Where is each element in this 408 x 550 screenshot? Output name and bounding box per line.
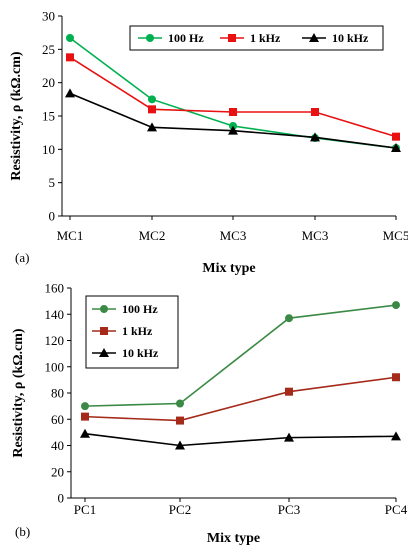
legend-label: 100 Hz (122, 302, 158, 316)
series-line-2 (84, 432, 397, 447)
data-point (66, 53, 74, 62)
x-tick-label: MC1 (57, 228, 84, 243)
x-tick-label: MC3 (302, 228, 329, 243)
legend-marker (99, 348, 109, 357)
data-point (66, 34, 74, 42)
y-tick-label: 100 (45, 359, 65, 374)
data-point (284, 432, 294, 442)
y-tick-label: 60 (51, 412, 64, 427)
legend-label: 10 kHz (332, 31, 369, 45)
data-point (285, 387, 293, 396)
y-tick-label: 5 (49, 175, 56, 190)
data-point (311, 108, 319, 116)
x-axis-title: Mix type (202, 261, 255, 276)
panel-label: (b) (15, 524, 30, 539)
y-tick-label: 25 (42, 42, 55, 57)
data-point (176, 416, 184, 425)
x-tick-label: MC5 (383, 228, 408, 243)
data-point (310, 132, 320, 142)
legend-marker (228, 34, 236, 42)
series-line-0 (84, 304, 397, 407)
data-point (392, 373, 400, 382)
data-point (80, 428, 90, 438)
y-tick-label: 80 (51, 386, 64, 401)
legend-marker (100, 327, 108, 335)
data-point (148, 105, 156, 114)
data-point (81, 412, 89, 421)
legend-marker (309, 33, 319, 42)
y-tick-label: 120 (45, 333, 65, 348)
y-tick-label: 40 (51, 438, 64, 453)
data-point (392, 132, 400, 141)
data-point (147, 122, 157, 132)
y-tick-label: 140 (45, 307, 65, 322)
y-tick-label: 0 (58, 491, 65, 506)
y-tick-label: 0 (49, 209, 56, 224)
y-tick-label: 15 (42, 109, 55, 124)
legend-label: 100 Hz (168, 31, 204, 45)
legend-label: 1 kHz (122, 324, 153, 338)
x-axis-title: Mix type (207, 531, 260, 546)
y-axis-title: Resistivity, ρ (kΩ.cm) (9, 51, 24, 180)
data-point (392, 301, 400, 310)
legend-label: 1 kHz (250, 31, 281, 45)
data-point (176, 399, 184, 408)
data-point (175, 440, 185, 450)
data-point (148, 95, 156, 104)
y-tick-label: 30 (42, 9, 55, 24)
y-tick-label: 20 (42, 75, 55, 90)
data-point (229, 108, 237, 116)
data-point (81, 402, 89, 411)
data-point (65, 88, 75, 98)
data-point (285, 314, 293, 323)
y-tick-label: 10 (42, 142, 55, 157)
panel-label: (a) (15, 250, 29, 265)
series-line-2 (69, 92, 397, 149)
legend-label: 10 kHz (122, 346, 159, 360)
data-point (391, 431, 401, 441)
data-point (228, 125, 238, 135)
x-tick-label: MC3 (220, 228, 247, 243)
x-tick-label: PC2 (169, 502, 191, 517)
x-tick-label: PC3 (278, 502, 300, 517)
legend-marker (100, 305, 108, 313)
x-tick-label: PC1 (74, 502, 96, 517)
series-line-1 (84, 376, 397, 422)
x-tick-label: PC4 (385, 502, 408, 517)
y-tick-label: 20 (51, 464, 64, 479)
y-tick-label: 160 (45, 281, 65, 296)
x-tick-label: MC2 (139, 228, 166, 243)
data-point (391, 143, 401, 152)
legend-box (129, 25, 384, 51)
y-axis-title: Resistivity, ρ (kΩ.cm) (11, 328, 26, 457)
legend-marker (146, 34, 154, 42)
